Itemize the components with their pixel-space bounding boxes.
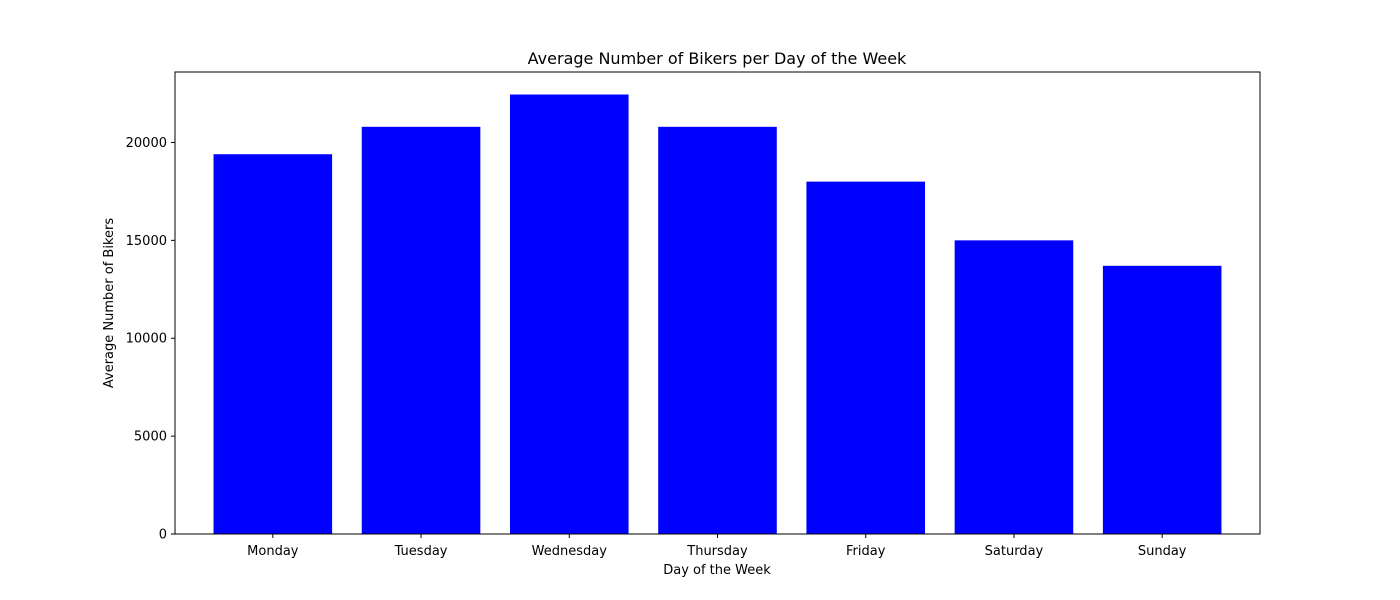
x-tick-label-friday: Friday: [846, 544, 886, 559]
bar-monday: [213, 154, 333, 534]
y-tick-label: 5000: [134, 430, 167, 445]
y-tick-label: 20000: [126, 136, 167, 151]
x-tick-label-tuesday: Tuesday: [394, 544, 448, 559]
x-axis-label: Day of the Week: [663, 563, 771, 578]
x-tick-label-monday: Monday: [247, 544, 299, 559]
y-tick-label: 0: [159, 528, 167, 543]
bar-friday: [806, 181, 926, 534]
y-tick-label: 15000: [126, 234, 167, 249]
x-tick-label-sunday: Sunday: [1138, 544, 1187, 559]
bar-tuesday: [361, 126, 481, 534]
x-tick-label-wednesday: Wednesday: [532, 544, 608, 559]
bars-group: [213, 94, 1222, 535]
bar-saturday: [954, 240, 1074, 534]
y-axis-label: Average Number of Bikers: [102, 218, 117, 388]
chart-title: Average Number of Bikers per Day of the …: [528, 49, 907, 68]
x-axis-ticks: Monday Tuesday Wednesday Thursday Friday Satu…: [247, 534, 1187, 559]
bar-sunday: [1102, 265, 1222, 534]
y-axis-ticks: 0 5000 10000 15000 20000: [126, 136, 175, 543]
bar-wednesday: [509, 94, 629, 535]
x-tick-label-saturday: Saturday: [985, 544, 1044, 559]
bar-thursday: [658, 126, 777, 534]
y-tick-label: 10000: [126, 332, 167, 347]
x-tick-label-thursday: Thursday: [686, 544, 748, 559]
